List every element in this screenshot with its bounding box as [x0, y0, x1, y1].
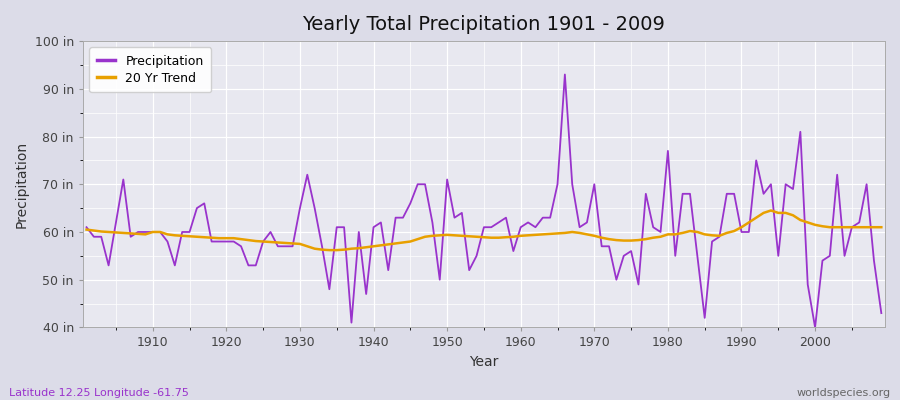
Precipitation	[810, 325, 821, 330]
Precipitation	[611, 277, 622, 282]
Precipitation	[140, 230, 151, 234]
20 Yr Trend	[140, 232, 151, 237]
Title: Yearly Total Precipitation 1901 - 2009: Yearly Total Precipitation 1901 - 2009	[302, 15, 665, 34]
Line: 20 Yr Trend: 20 Yr Trend	[86, 210, 881, 250]
20 Yr Trend	[354, 246, 364, 251]
20 Yr Trend	[523, 233, 534, 238]
Precipitation	[81, 225, 92, 230]
Legend: Precipitation, 20 Yr Trend: Precipitation, 20 Yr Trend	[89, 47, 212, 92]
Precipitation	[516, 225, 526, 230]
Precipitation	[302, 172, 312, 177]
Text: worldspecies.org: worldspecies.org	[796, 388, 891, 398]
Text: Latitude 12.25 Longitude -61.75: Latitude 12.25 Longitude -61.75	[9, 388, 189, 398]
X-axis label: Year: Year	[469, 355, 499, 369]
Precipitation	[560, 72, 571, 77]
Precipitation	[346, 320, 356, 325]
20 Yr Trend	[302, 244, 312, 249]
20 Yr Trend	[766, 208, 777, 213]
20 Yr Trend	[611, 238, 622, 242]
20 Yr Trend	[324, 248, 335, 252]
Precipitation	[876, 311, 886, 316]
20 Yr Trend	[876, 225, 886, 230]
Line: Precipitation: Precipitation	[86, 74, 881, 328]
Y-axis label: Precipitation: Precipitation	[15, 141, 29, 228]
20 Yr Trend	[81, 227, 92, 232]
Precipitation	[508, 249, 518, 254]
20 Yr Trend	[516, 233, 526, 238]
